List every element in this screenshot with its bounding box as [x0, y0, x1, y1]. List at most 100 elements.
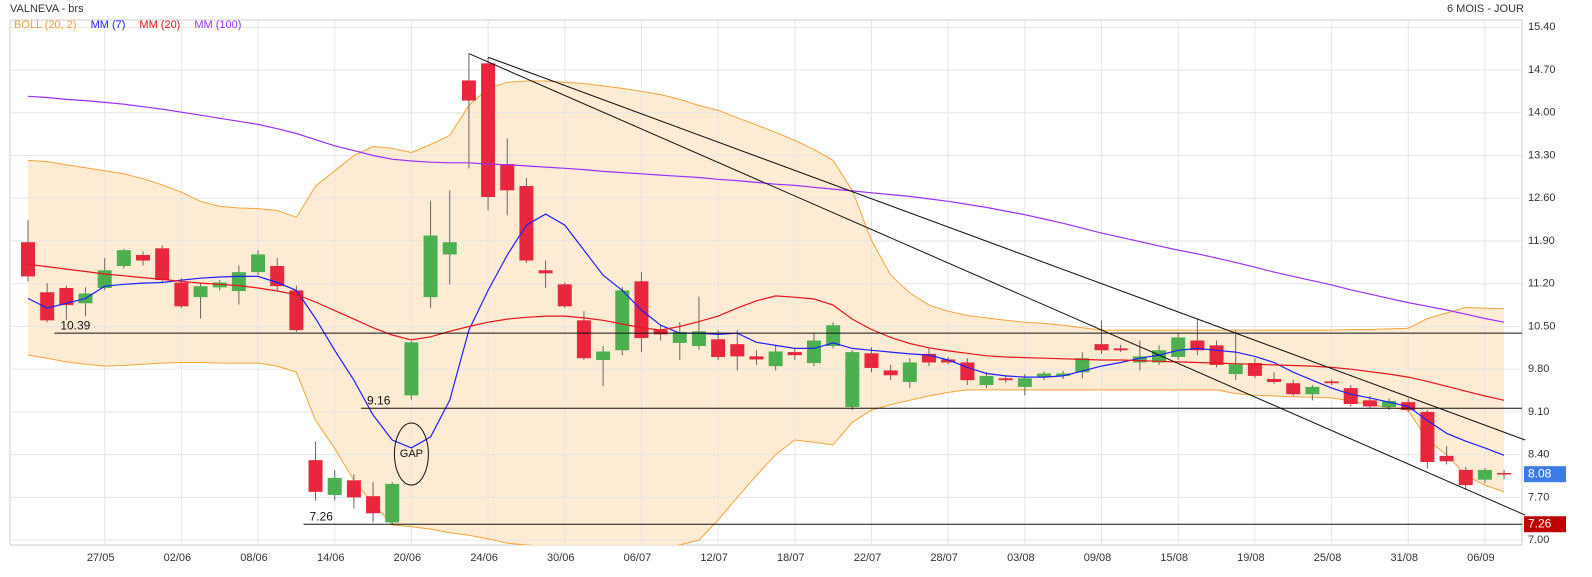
candle-body: [883, 370, 898, 376]
level-label: 10.39: [60, 318, 90, 332]
y-tick-label: 10.50: [1528, 320, 1556, 332]
x-tick-label: 06/09: [1467, 552, 1495, 564]
y-tick-label: 12.60: [1528, 192, 1556, 204]
candle-body: [1420, 411, 1435, 462]
candle-body: [1017, 378, 1032, 387]
x-tick-label: 15/08: [1160, 552, 1188, 564]
candle-body: [385, 483, 400, 523]
candle-body: [59, 287, 74, 306]
legend-entry: BOLL (20, 2): [14, 19, 77, 31]
candle-body: [1094, 344, 1109, 351]
moving-average: [27, 213, 1505, 456]
candle-body: [787, 352, 802, 356]
candle-body: [1113, 348, 1128, 351]
candle-body: [1343, 388, 1358, 404]
candle-body: [366, 496, 381, 514]
candle-body: [998, 378, 1013, 381]
level-tag: [1524, 516, 1566, 533]
y-tick-label: 7.00: [1528, 534, 1549, 546]
candle-body: [1439, 455, 1454, 462]
bollinger-band: [28, 81, 1505, 545]
candle-body: [231, 272, 246, 292]
x-tick-label: 27/05: [87, 552, 115, 564]
chart-subtitle: 6 MOIS - JOUR: [1447, 3, 1524, 15]
moving-average: [27, 263, 1505, 401]
candle-body: [1267, 378, 1282, 383]
candle-body: [845, 352, 860, 408]
candle-body: [500, 164, 515, 191]
candle-body: [481, 63, 496, 198]
level-label: 9.16: [367, 393, 391, 407]
annotation-ellipse: [393, 422, 429, 486]
candle-body: [1286, 383, 1301, 395]
x-tick-label: 20/06: [394, 552, 422, 564]
y-tick-label: 9.80: [1528, 363, 1549, 375]
chart-title: VALNEVA - brs: [10, 3, 84, 15]
candle-body: [116, 250, 131, 267]
y-tick-label: 8.40: [1528, 449, 1549, 461]
candle-body: [136, 255, 151, 261]
bollinger-upper: [27, 80, 1505, 331]
candle-body: [212, 282, 227, 288]
candle-body: [1458, 469, 1473, 486]
candle-body: [1037, 373, 1052, 378]
candle-body: [979, 375, 994, 386]
candle-body: [576, 320, 591, 359]
candle-body: [1247, 363, 1262, 376]
candle-body: [921, 353, 936, 363]
x-tick-label: 12/07: [700, 552, 728, 564]
y-tick-label: 11.90: [1528, 235, 1555, 247]
x-tick-label: 06/07: [624, 552, 652, 564]
candle-body: [155, 248, 170, 281]
y-tick-label: 11.20: [1528, 278, 1555, 290]
candle-body: [806, 340, 821, 364]
x-tick-label: 25/08: [1314, 552, 1342, 564]
price-tag-label: 8.08: [1528, 466, 1552, 480]
x-tick-label: 09/08: [1084, 552, 1112, 564]
candle-body: [538, 270, 553, 274]
candle-body: [1171, 337, 1186, 357]
candle-body: [672, 331, 687, 343]
level-tag-label: 7.26: [1528, 516, 1552, 530]
candle-body: [730, 344, 745, 357]
x-tick-label: 14/06: [317, 552, 345, 564]
candle-body: [1497, 472, 1512, 475]
candle-body: [653, 330, 668, 335]
y-tick-label: 14.70: [1528, 64, 1556, 76]
bollinger-lower: [27, 354, 1505, 545]
candle-body: [1382, 400, 1397, 408]
candle-body: [1477, 469, 1492, 480]
candle-body: [21, 242, 35, 277]
candle-body: [902, 362, 917, 383]
candle-body: [346, 480, 361, 498]
candle-body: [864, 353, 879, 368]
candle-body: [193, 286, 208, 298]
x-tick-label: 28/07: [930, 552, 958, 564]
candle-body: [941, 359, 956, 363]
candle-body: [826, 325, 841, 346]
x-tick-label: 08/06: [240, 552, 268, 564]
candle-body: [1209, 345, 1224, 365]
candle-body: [1190, 340, 1205, 351]
y-tick-label: 15.40: [1528, 21, 1556, 33]
x-tick-label: 18/07: [777, 552, 805, 564]
x-tick-label: 03/08: [1007, 552, 1035, 564]
trend-line: [487, 56, 1526, 441]
candle-body: [404, 342, 419, 396]
y-tick-label: 7.70: [1528, 491, 1549, 503]
legend-entry: MM (100): [194, 19, 241, 31]
candle-body: [615, 290, 630, 351]
candle-body: [1324, 381, 1339, 384]
candle-body: [40, 292, 55, 321]
x-tick-label: 30/06: [547, 552, 575, 564]
plot: [10, 20, 1522, 545]
candle-body: [711, 339, 726, 357]
y-tick-label: 13.30: [1528, 149, 1556, 161]
x-tick-label: 22/07: [854, 552, 882, 564]
x-tick-label: 02/06: [164, 552, 192, 564]
candle-body: [461, 80, 476, 101]
candle-body: [691, 331, 706, 346]
legend-entry: MM (20): [139, 19, 180, 31]
y-tick-label: 14.00: [1528, 107, 1556, 119]
